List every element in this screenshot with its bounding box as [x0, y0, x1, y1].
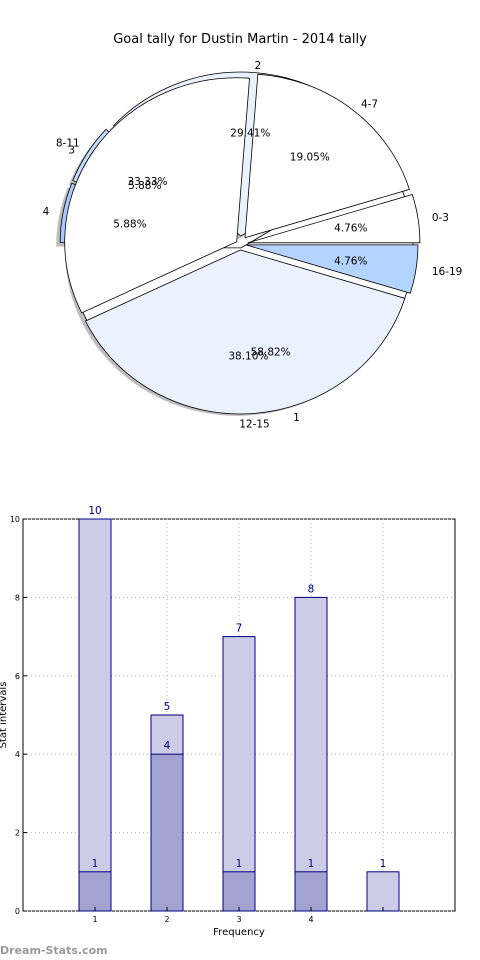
y-tick-label-0: 0 — [15, 907, 20, 916]
bar-s0-3 — [294, 596, 328, 912]
bar-value-label-s1-1: 4 — [164, 740, 171, 752]
bar-value-label-s1-3: 1 — [308, 858, 315, 870]
bar-value-label-s1-2: 1 — [236, 858, 243, 870]
pie-slice-8-11 — [64, 77, 250, 314]
pie-slice-16-19 — [245, 244, 419, 294]
bar-value-label-s0-1: 5 — [164, 701, 171, 713]
bar-s0-4 — [366, 871, 400, 912]
pie-slice-0-3 — [247, 193, 421, 244]
y-axis-label: Stat intervals — [0, 682, 9, 749]
bar-s0-0 — [78, 518, 112, 912]
pie-category-label-2: 2 — [255, 60, 262, 72]
pie-percent-label-4-7: 19.05% — [290, 151, 330, 163]
pie-chart-title: Goal tally for Dustin Martin - 2014 tall… — [113, 32, 367, 47]
bar-value-label-s0-0: 10 — [88, 505, 101, 517]
pie-category-label-3: 3 — [68, 144, 75, 156]
bar-value-label-s0-2: 7 — [236, 623, 243, 635]
bar-value-label-s0-4: 1 — [380, 858, 387, 870]
pie-percent-label-8-11: 33.33% — [127, 176, 167, 188]
pie-percent-label-12-15: 38.10% — [228, 351, 268, 363]
pie-category-label-4: 4 — [43, 206, 50, 218]
pie-chart: 0-3 4-7 8-11 12-15 16-19 1 2 3 4 4.76% 19.05% 33.33… — [43, 60, 463, 431]
pie-category-label-1: 1 — [293, 412, 300, 424]
bar-s1-3 — [294, 871, 328, 912]
pie-category-label-4-7: 4-7 — [361, 98, 378, 110]
pie-category-label-12-15: 12-15 — [239, 418, 270, 430]
pie-percent-label-4: 5.88% — [113, 218, 146, 230]
x-tick-label-4: 4 — [308, 915, 313, 924]
pie-slice-12-15 — [84, 249, 406, 415]
x-tick-label-1: 1 — [92, 915, 97, 924]
pie-category-label-8-11: 8-11 — [56, 138, 80, 150]
pie-percent-label-3: 5.88% — [128, 180, 161, 192]
watermark-text: Dream-Stats.com — [0, 944, 108, 957]
bar-value-label-s1-0: 1 — [92, 858, 99, 870]
x-axis-label: Frequency — [213, 927, 265, 938]
x-tick-label-3: 3 — [236, 915, 241, 924]
y-tick-label-4: 4 — [15, 750, 20, 759]
bar-s1-2 — [222, 871, 256, 912]
bar-s1-0 — [78, 871, 112, 912]
pie-percent-label-0-3: 4.76% — [334, 222, 367, 234]
y-tick-label-2: 2 — [15, 829, 20, 838]
pie-percent-label-16-19: 4.76% — [334, 256, 367, 268]
bar-s1-1 — [150, 753, 184, 912]
bar-s0-2 — [222, 636, 256, 912]
y-tick-label-10: 10 — [10, 515, 20, 524]
bar-value-label-s0-3: 8 — [308, 583, 315, 595]
x-tick-label-2: 2 — [164, 915, 169, 924]
pie-category-label-0-3: 0-3 — [432, 212, 449, 224]
pie-percent-label-1: 58.82% — [251, 347, 291, 359]
y-tick-label-8: 8 — [15, 593, 20, 602]
pie-percent-label-2: 29.41% — [230, 127, 270, 139]
pie-category-label-16-19: 16-19 — [432, 266, 463, 278]
y-tick-label-6: 6 — [15, 672, 20, 681]
pie-slice-4-7 — [244, 73, 410, 239]
